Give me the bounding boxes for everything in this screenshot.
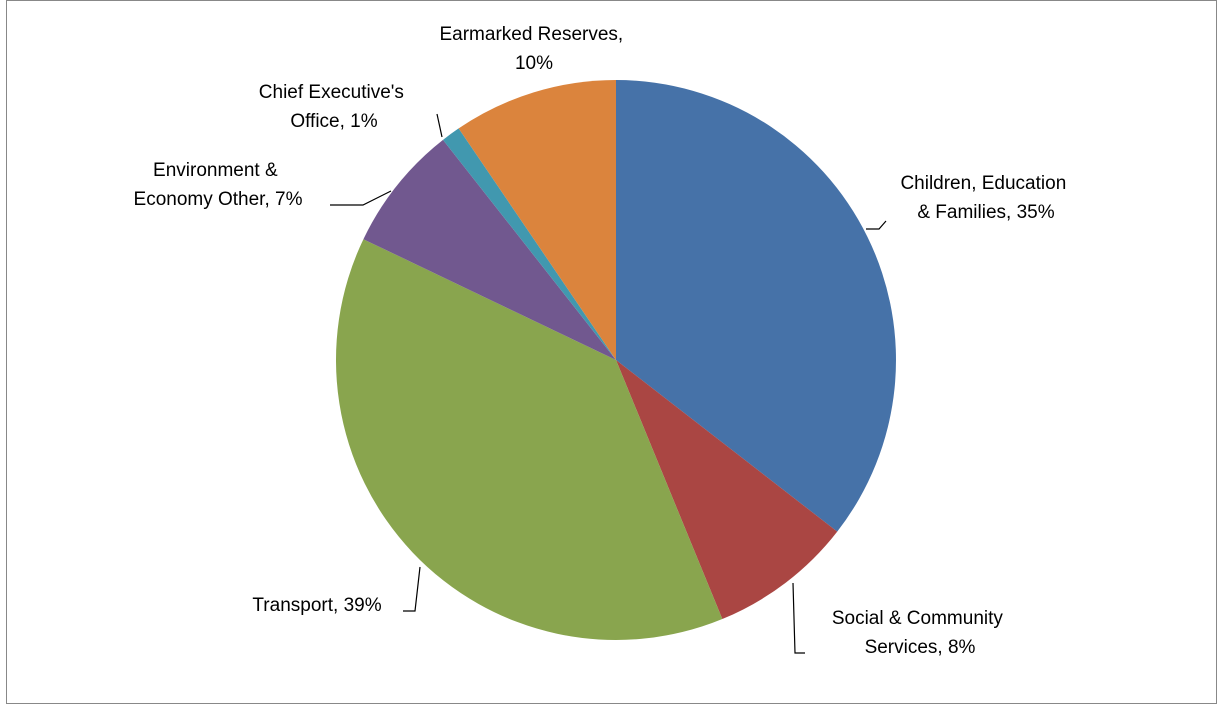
leader-social-community-services [792, 582, 805, 654]
label-children-education-families: Children, Education & Families, 35% [900, 173, 1071, 223]
label-earmarked-reserves: Earmarked Reserves, 10% [439, 24, 628, 74]
data-labels: Children, Education & Families, 35% Soci… [134, 24, 1071, 658]
label-chief-executives-office: Chief Executive's Office, 1% [259, 82, 409, 132]
slice-transport [335, 239, 723, 641]
label-transport: Transport, 39% [252, 595, 381, 616]
slice-children-education-families [616, 80, 896, 532]
slice-chief-executive-s-office [443, 128, 616, 360]
leader-environment-economy-other [330, 190, 392, 206]
label-social-community-services: Social & Community Services, 8% [832, 608, 1008, 658]
leader-transport [403, 566, 421, 612]
slice-environment-economy-other [363, 139, 616, 360]
label-environment-economy-other: Environment & Economy Other, 7% [134, 160, 303, 210]
leader-chief-executives-office [436, 113, 443, 138]
pie-slices [335, 80, 896, 641]
slice-social-community-services [616, 360, 838, 620]
leader-lines [330, 113, 887, 654]
slice-earmarked-reserves [458, 80, 616, 360]
leader-children-education-families [866, 220, 887, 230]
